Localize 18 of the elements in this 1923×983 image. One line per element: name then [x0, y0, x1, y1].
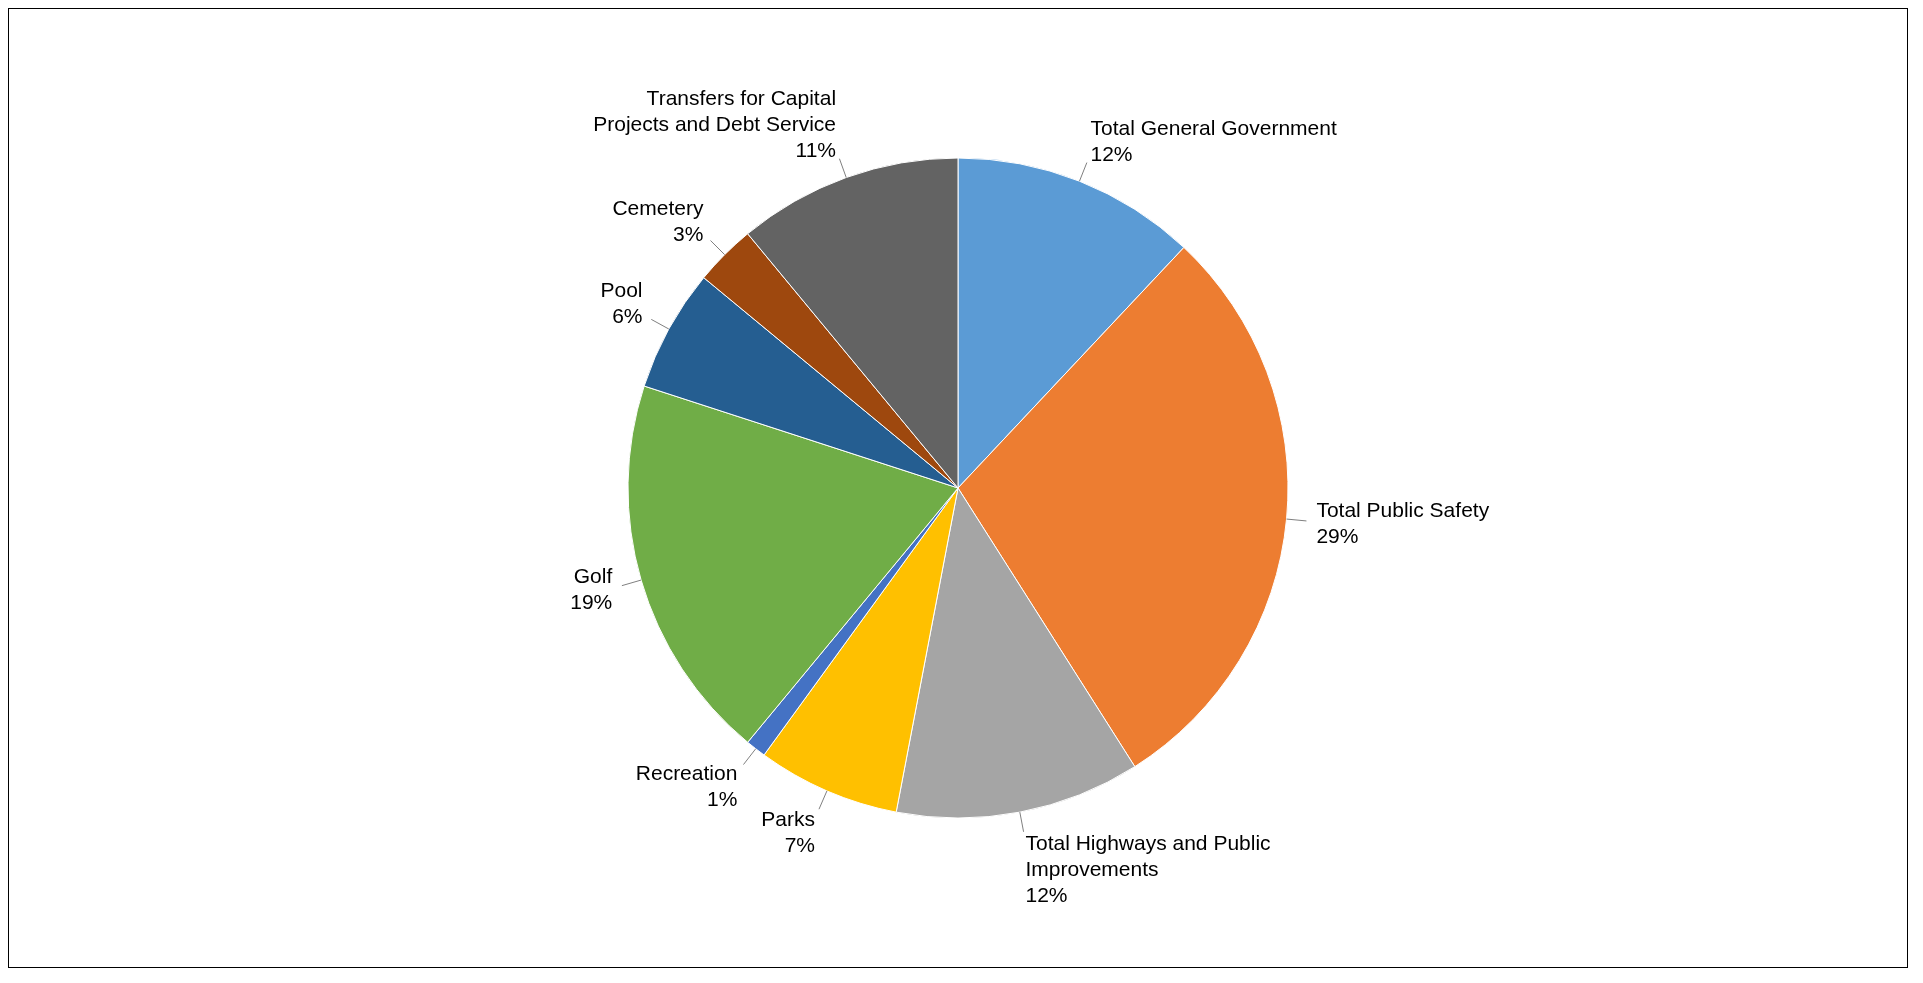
data-label: 6%	[612, 303, 643, 327]
slice-label: Pool	[600, 277, 643, 301]
slice-label: Golf	[573, 563, 613, 587]
data-label: 11%	[795, 137, 837, 161]
slice-label: Total General Government	[1090, 115, 1337, 139]
data-label: 7%	[784, 832, 816, 856]
data-label: 12%	[1090, 141, 1133, 165]
data-label: 3%	[673, 221, 704, 245]
slice-label: Transfers for Capital Projects and Debt Service	[593, 85, 837, 135]
slice-label: Total Highways and Public Improvements	[1025, 830, 1271, 880]
data-label: 1%	[706, 786, 738, 810]
slice-label: Parks	[761, 806, 816, 830]
data-label: 19%	[570, 589, 613, 613]
slice-label: Total Public Safety	[1316, 497, 1490, 521]
slice-label: Cemetery	[612, 195, 704, 219]
data-label: 12%	[1025, 882, 1068, 906]
data-label: 29%	[1316, 523, 1359, 547]
slice-label: Recreation	[635, 760, 738, 784]
